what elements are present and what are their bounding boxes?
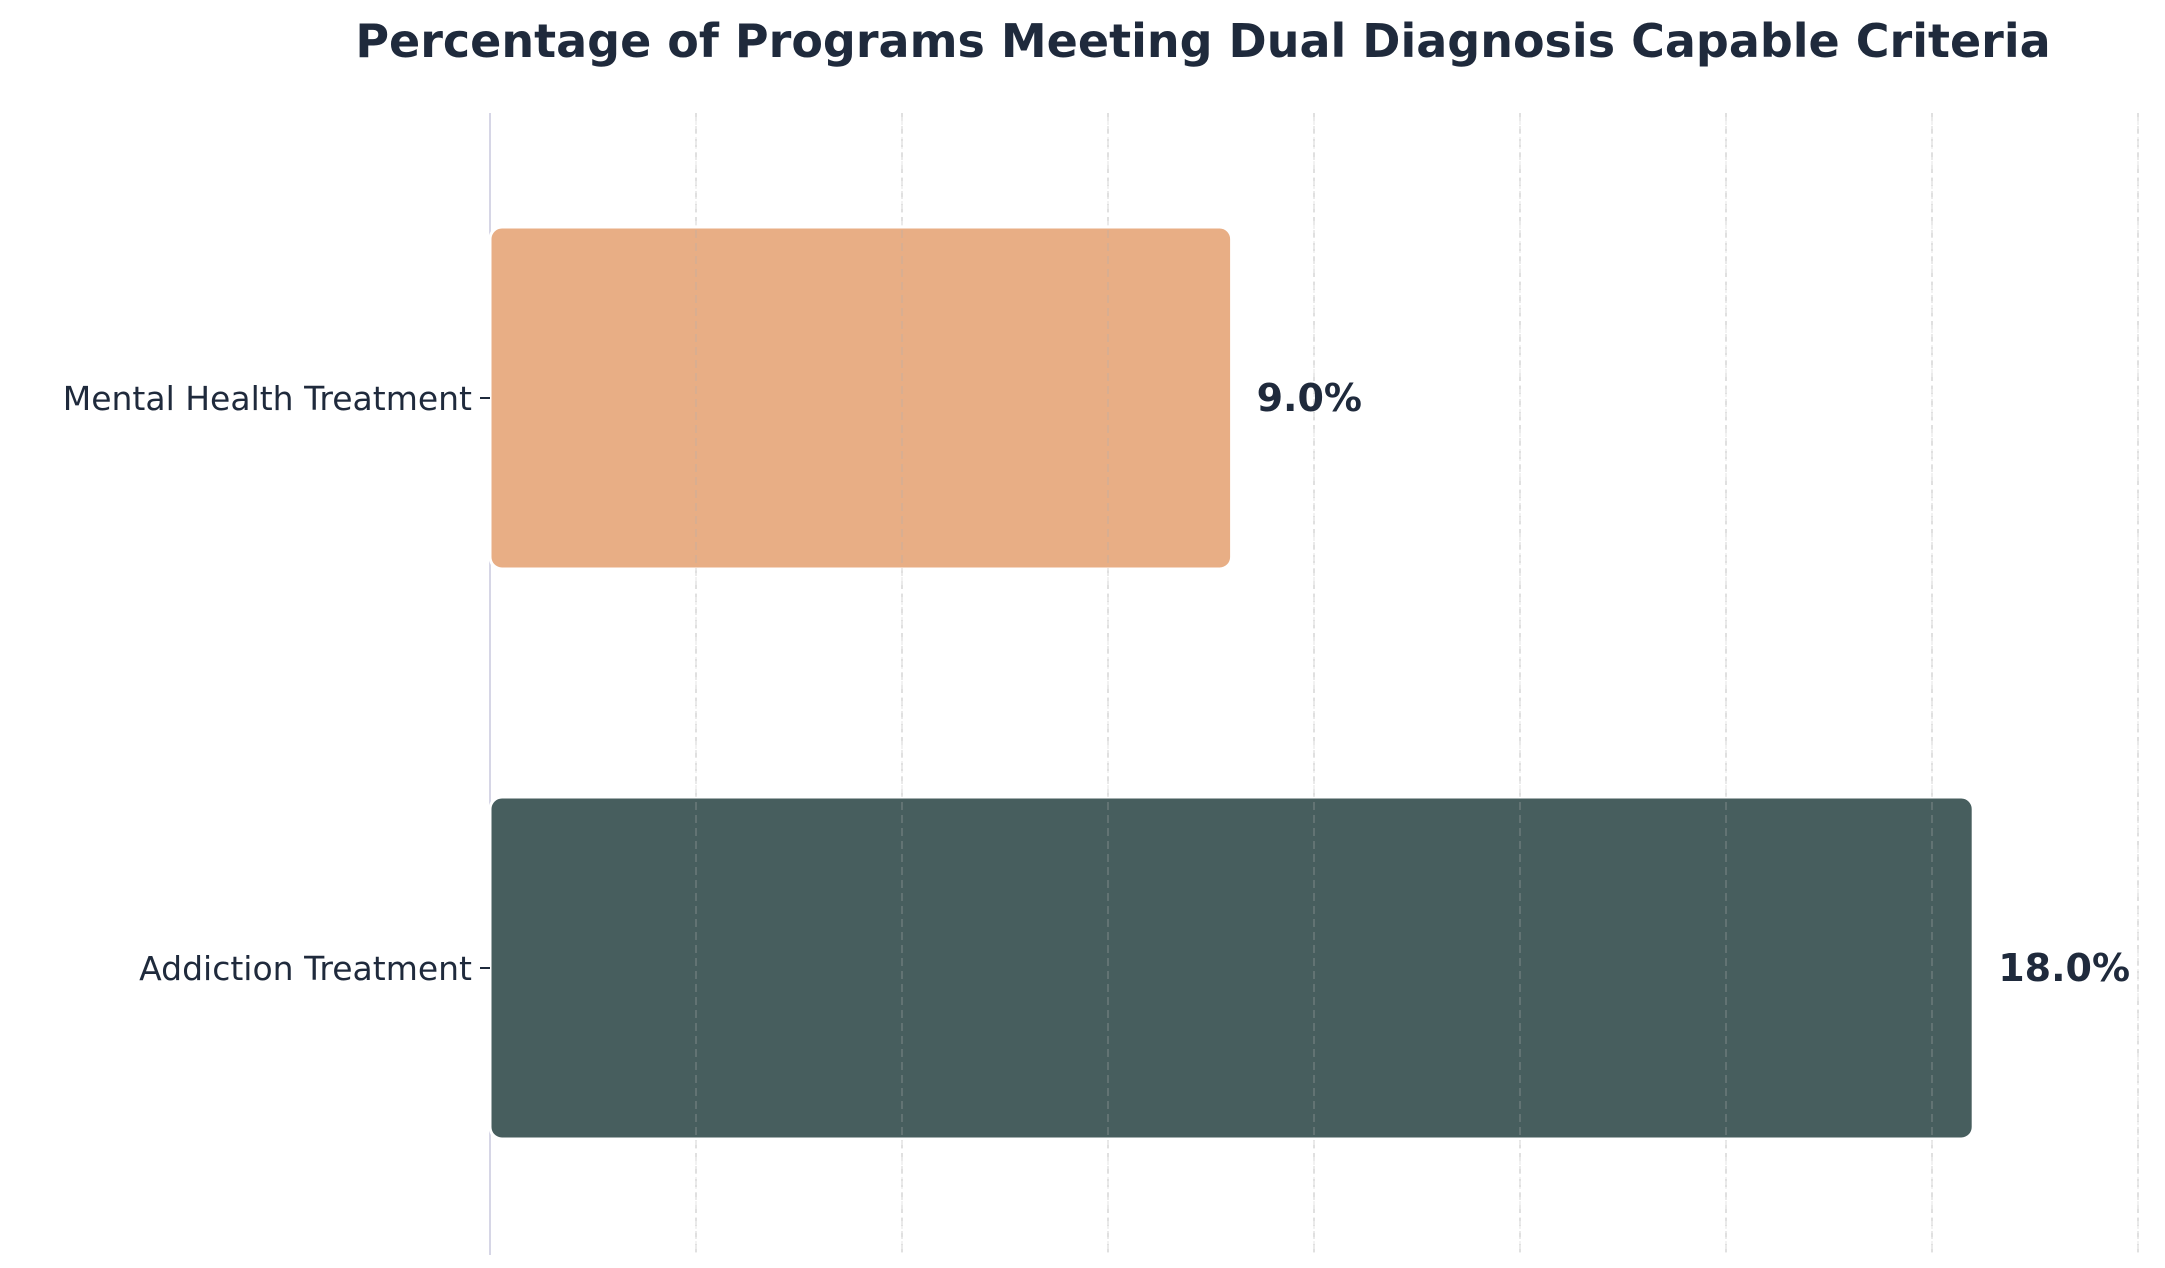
data-label-0: 9.0% [1257,376,1362,420]
labels: Mental Health Treatment 9.0% Addiction Tre… [63,376,2130,990]
bars [488,225,1975,1141]
y-tick-label-0: Mental Health Treatment [63,379,472,418]
y-tick-label-1: Addiction Treatment [139,949,472,988]
data-label-1: 18.0% [1998,946,2130,990]
bar-mental-health-treatment [488,225,1234,571]
grid-overlay [695,113,2139,1255]
bar-addiction-treatment [488,795,1975,1141]
grid-lines [695,113,2139,1255]
chart-title: Percentage of Programs Meeting Dual Diag… [355,14,2050,68]
